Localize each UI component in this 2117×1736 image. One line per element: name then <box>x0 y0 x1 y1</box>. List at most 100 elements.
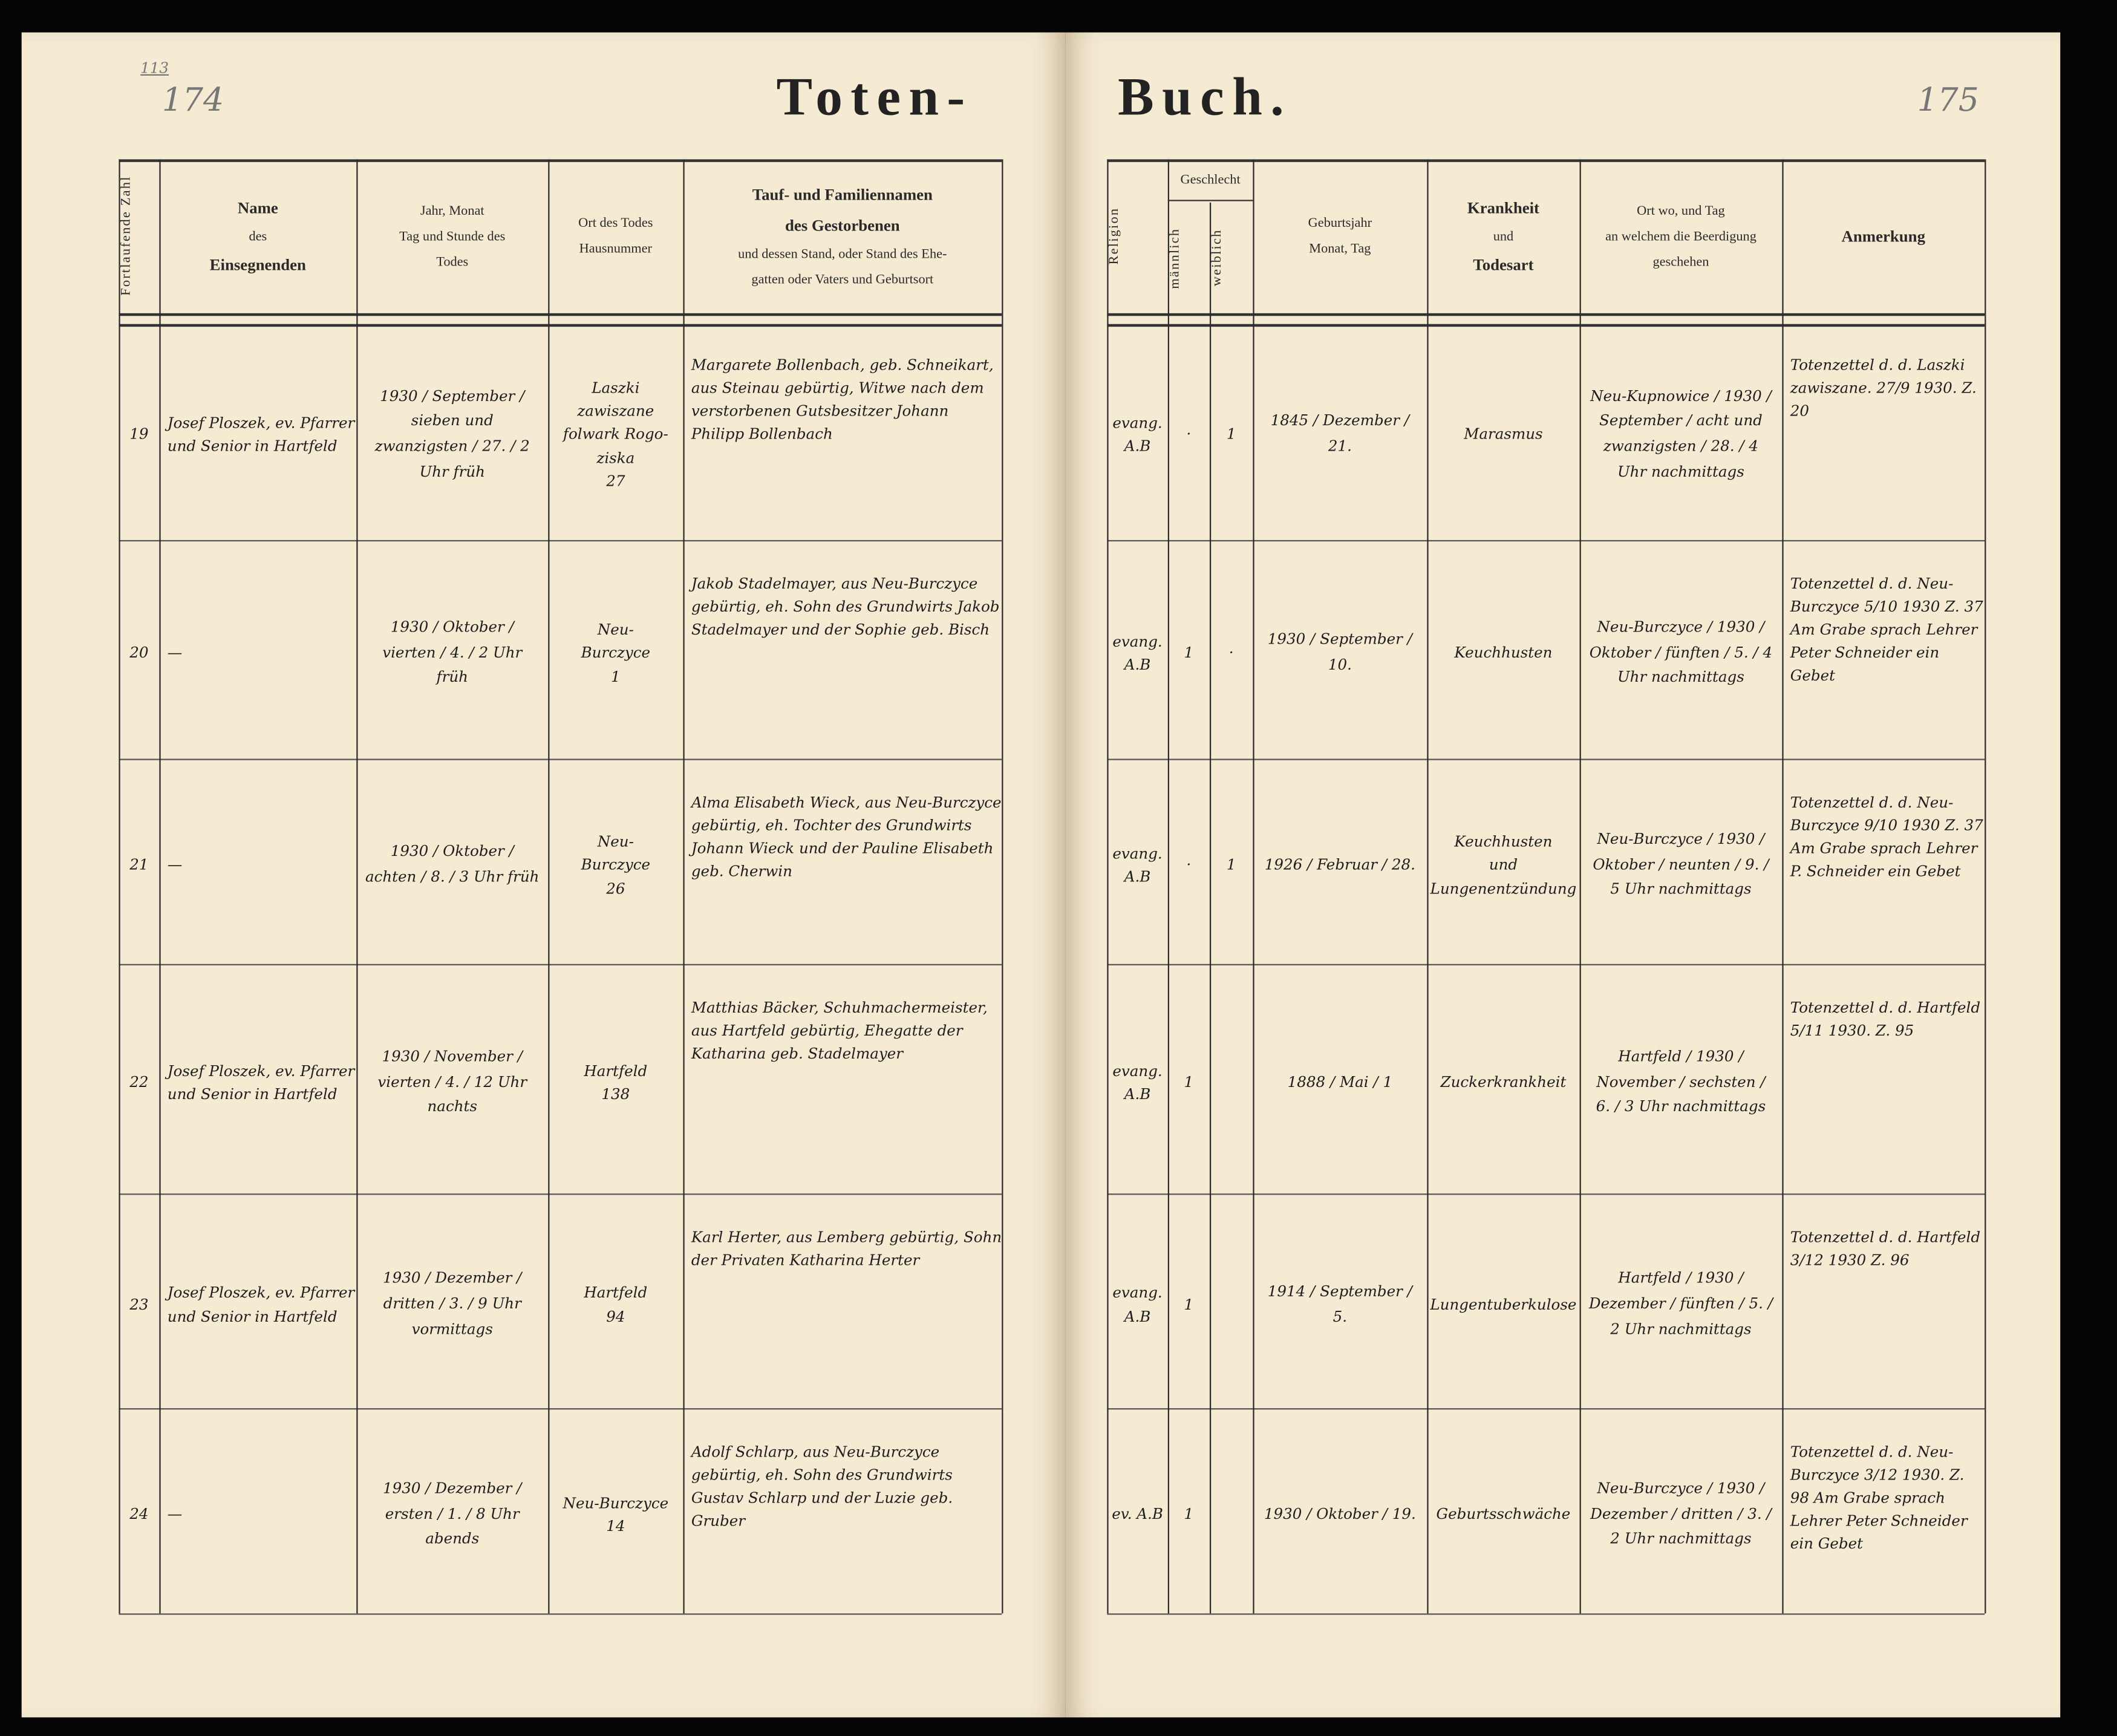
left-page <box>21 32 1066 1718</box>
entry-deceased: Margarete Bollenbach, geb. Schneikart, a… <box>683 330 1002 540</box>
entry-remark: Totenzettel d. d. Neu-Burczyce 5/10 1930… <box>1782 548 1985 759</box>
text-line: Name <box>237 198 278 217</box>
text-line: Todes <box>436 254 469 270</box>
entry-remark: Totenzettel d. d. Hartfeld 3/12 1930 Z. … <box>1782 1202 1985 1409</box>
entry-deceased: Karl Herter, aus Lemberg gebürtig, Sohn … <box>683 1202 1002 1409</box>
column-rule <box>1167 159 1170 1614</box>
column-rule <box>1427 159 1429 1614</box>
text-line: 1 <box>1184 1074 1194 1092</box>
text-line: 14 <box>606 1517 625 1535</box>
header-officiant: Name des Einsegnenden <box>159 159 356 313</box>
text-line: Einsegnenden <box>209 254 306 274</box>
column-rule <box>1002 159 1004 1614</box>
entry-disease: Geburtsschwäche <box>1427 1416 1579 1613</box>
row-divider <box>1107 1193 1985 1195</box>
row-divider <box>1107 759 1985 760</box>
header-female: weiblich <box>1209 229 1225 287</box>
text-line: Neu-Burczyce <box>563 1494 669 1512</box>
row-divider <box>119 1613 1002 1615</box>
column-rule <box>683 159 685 1614</box>
entry-death-date: 1930 / September / sieben und zwanzigste… <box>374 387 530 480</box>
entry-remark: Totenzettel d. d. Laszki zawiszane. 27/9… <box>1782 330 1985 540</box>
entry-birth: 1914 / September / 5. <box>1267 1282 1412 1325</box>
entry-deceased: Jakob Stadelmayer, aus Neu-Burczyce gebü… <box>683 548 1002 759</box>
text-line: 24 <box>129 1506 149 1524</box>
table-top-border <box>119 159 1002 162</box>
column-rule <box>159 159 161 1614</box>
entry-deceased: Adolf Schlarp, aus Neu-Burczyce gebürtig… <box>683 1416 1002 1613</box>
text-line: Adolf Schlarp, aus Neu-Burczyce gebürtig… <box>691 1443 953 1530</box>
column-rule <box>1579 159 1582 1614</box>
text-line: 23 <box>129 1296 149 1314</box>
text-line: 1 <box>1226 426 1236 444</box>
entry-death-place: Neu-Burczyce 14 <box>548 1416 683 1613</box>
header-double-rule <box>1107 313 1985 327</box>
entry-officiant: Josef Ploszek, ev. Pfarrer und Senior in… <box>159 972 356 1193</box>
text-line: Totenzettel d. d. Hartfeld 5/11 1930. Z.… <box>1790 999 1981 1040</box>
entry-officiant: Josef Ploszek, ev. Pfarrer und Senior in… <box>159 330 356 540</box>
header-religion: Religion <box>1107 207 1122 266</box>
entry-religion: evang. A.B <box>1107 1202 1167 1409</box>
entry-death-place: Neu- Burczyce 26 <box>548 767 683 964</box>
text-line: Tauf- und Familiennamen <box>752 185 933 204</box>
text-line: Jakob Stadelmayer, aus Neu-Burczyce gebü… <box>691 575 1000 639</box>
entry-death-date: 1930 / November / vierten / 4. / 12 Uhr … <box>377 1048 527 1116</box>
text-line: · <box>1228 644 1234 662</box>
text-line: Margarete Bollenbach, geb. Schneikart, a… <box>691 356 994 443</box>
text-line: Burczyce <box>581 857 651 875</box>
text-line: Geburtsschwäche <box>1436 1506 1571 1524</box>
entry-religion: ev. A.B <box>1107 1416 1167 1613</box>
text-line: des Gestorbenen <box>784 216 900 235</box>
entry-death-date: 1930 / Oktober / vierten / 4. / 2 Uhr fr… <box>382 618 523 687</box>
header-male: männlich <box>1167 227 1183 289</box>
header-number: Fortlaufende Zahl <box>119 176 134 296</box>
text-line: 21 <box>129 857 149 875</box>
text-line: 20 <box>129 644 149 662</box>
row-divider <box>119 540 1002 542</box>
row-divider <box>1107 540 1985 542</box>
text-line: Keuchhusten <box>1454 644 1553 662</box>
text-line: evang. A.B <box>1112 414 1163 455</box>
entry-deceased: Matthias Bäcker, Schuhmachermeister, aus… <box>683 972 1002 1193</box>
title-right: Buch. <box>1118 66 1292 127</box>
row-divider <box>1107 1408 1985 1410</box>
row-divider <box>1107 1613 1985 1615</box>
text-line: 1 <box>1184 1296 1194 1314</box>
entry-disease: Lungentuberkulose <box>1427 1202 1579 1409</box>
text-line: evang. A.B <box>1112 633 1163 674</box>
entry-burial: Neu-Burczyce / 1930 / Dezember / dritten… <box>1590 1480 1772 1548</box>
entry-female: 1 <box>1210 767 1253 964</box>
text-line: Neu- <box>597 834 634 852</box>
entry-officiant: Josef Ploszek, ev. Pfarrer und Senior in… <box>159 1202 356 1409</box>
text-line: 138 <box>601 1085 630 1103</box>
row-divider <box>119 964 1002 965</box>
entry-male: 1 <box>1168 548 1210 759</box>
entry-burial: Hartfeld / 1930 / November / sechsten / … <box>1596 1048 1766 1116</box>
text-line: — <box>167 857 183 875</box>
entry-death-place: Hartfeld 138 <box>548 972 683 1193</box>
row-divider <box>119 1193 1002 1195</box>
entry-male: 1 <box>1168 1416 1210 1613</box>
row-divider <box>119 1408 1002 1410</box>
column-rule <box>1107 159 1109 1614</box>
text-line: folwark Rogo- <box>563 426 668 444</box>
text-line: Ort wo, und Tag <box>1637 203 1725 218</box>
entry-male: · <box>1168 767 1210 964</box>
header-remark: Anmerkung <box>1782 159 1985 313</box>
text-line: · <box>1186 426 1192 444</box>
entry-female <box>1210 1202 1253 1409</box>
text-line: Anmerkung <box>1841 226 1925 246</box>
header-date: Jahr, Monat Tag und Stunde des Todes <box>356 159 548 313</box>
header-sex: Geschlecht <box>1180 172 1241 188</box>
text-line: Neu- <box>597 621 634 639</box>
text-line: Hartfeld <box>584 1062 648 1080</box>
text-line: Laszki <box>592 380 640 398</box>
entry-death-place: Neu- Burczyce 1 <box>548 548 683 759</box>
entry-female: 1 <box>1210 330 1253 540</box>
entry-male: 1 <box>1168 972 1210 1193</box>
table-top-border <box>1107 159 1985 162</box>
header-deceased: Tauf- und Familiennamen des Gestorbenen un… <box>683 159 1002 313</box>
text-line: Ort des Todes <box>578 216 653 231</box>
text-line: an welchem die Beerdigung <box>1605 229 1757 244</box>
page-number-left: 174 <box>161 80 224 119</box>
